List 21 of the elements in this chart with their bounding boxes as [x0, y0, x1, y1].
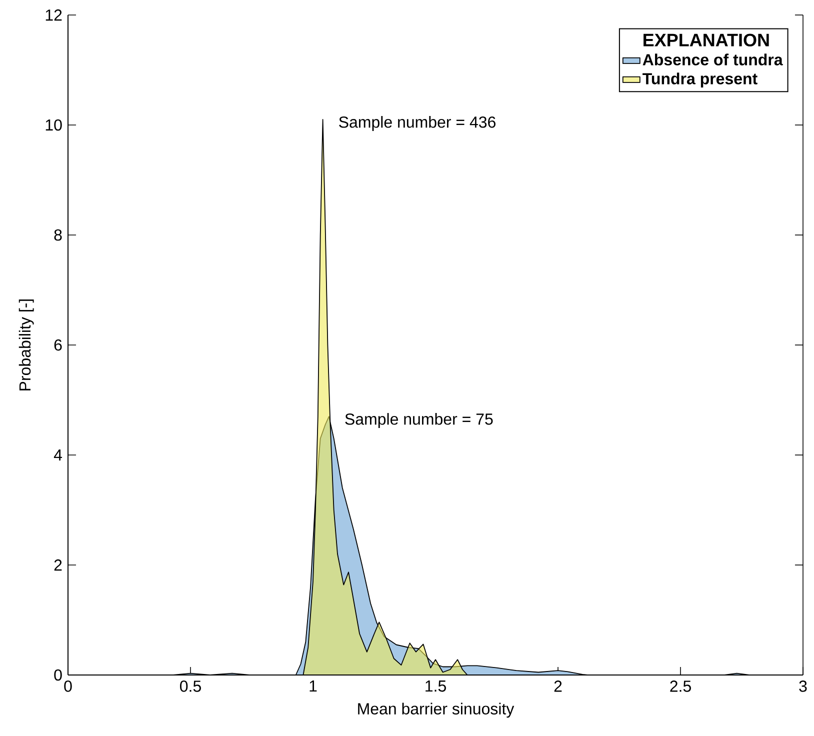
y-tick-label: 8 [54, 229, 62, 241]
x-tick-label: 1.5 [426, 680, 446, 692]
y-axis-title: Probability [-] [18, 299, 34, 390]
x-tick-label: 1 [310, 680, 317, 692]
y-tick-label: 10 [46, 119, 62, 131]
x-axis-title: Mean barrier sinuosity [358, 702, 514, 718]
legend-title: EXPLANATION [644, 34, 769, 46]
x-tick-label: 0.5 [180, 680, 201, 692]
x-tick-label: 2.5 [670, 680, 691, 692]
annotation: Sample number = 436 [339, 116, 496, 131]
x-tick-label: 0 [64, 680, 72, 692]
legend-label: Absence of tundra [642, 54, 783, 66]
legend-label: Tundra present [642, 72, 758, 88]
x-tick-label: 2 [554, 680, 562, 692]
y-tick-label: 2 [54, 559, 62, 571]
y-tick-label: 0 [54, 669, 62, 681]
y-tick-label: 12 [46, 9, 62, 21]
annotation: Sample number = 75 [345, 413, 493, 428]
y-tick-label: 4 [54, 449, 62, 460]
x-tick-label: 3 [799, 680, 807, 692]
y-tick-label: 6 [54, 339, 62, 351]
